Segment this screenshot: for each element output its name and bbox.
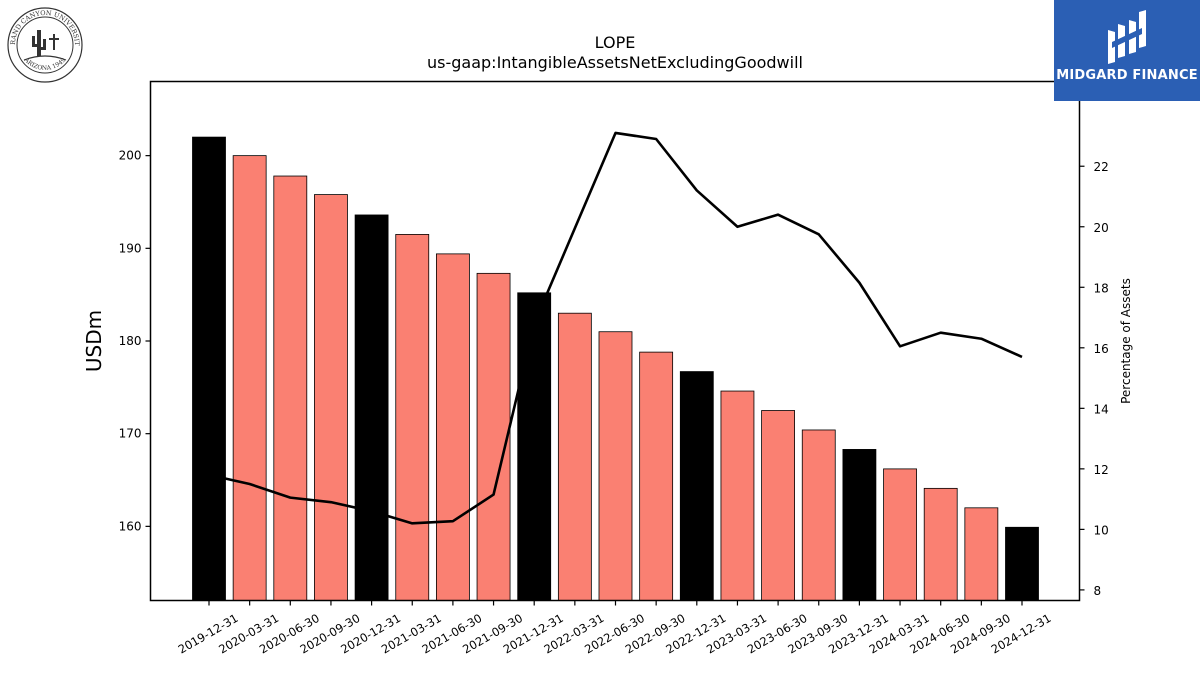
y2-tick-label: 16 (1094, 342, 1109, 356)
plot-frame (149, 80, 1081, 602)
bar-2021-09-30 (476, 272, 511, 601)
y-tick-label: 200 (119, 149, 142, 163)
y-tick-label: 160 (119, 519, 142, 533)
left-axis-ticks: 160 170 180 190 200 (119, 149, 151, 533)
bar-2023-06-30 (761, 410, 795, 601)
line-layer (208, 131, 1023, 525)
y-tick-label: 190 (119, 241, 142, 255)
bar-2021-06-30 (435, 253, 470, 601)
bar-2021-12-31 (517, 292, 552, 601)
y2-tick-label: 10 (1094, 523, 1109, 537)
university-seal-logo: GRAND CANYON UNIVERSITY ARIZONA 1949 (3, 0, 84, 88)
y2-tick-label: 18 (1094, 281, 1109, 295)
right-axis-ticks: 8 10 12 14 16 18 20 22 (1079, 160, 1109, 598)
x-axis-ticks: 2019-12-312020-03-312020-06-302020-09-30… (176, 600, 1054, 657)
bar-2023-09-30 (801, 429, 836, 601)
y2-tick-label: 20 (1094, 221, 1109, 235)
bar-2022-03-31 (557, 312, 592, 601)
y2-axis-label: Percentage of Assets (1119, 278, 1133, 404)
bar-2022-12-31 (679, 371, 714, 601)
bar-2023-12-31 (842, 449, 877, 601)
bar-2022-06-30 (598, 331, 633, 601)
bar-2020-03-31 (232, 155, 267, 601)
y2-tick-label: 12 (1094, 463, 1109, 477)
y2-tick-label: 8 (1094, 584, 1102, 598)
percentage-line (208, 131, 1023, 525)
midgard-mark-icon (1108, 10, 1146, 64)
bar-2019-12-31 (192, 136, 226, 601)
chart-title: LOPE (595, 33, 636, 52)
bars-layer (192, 136, 1039, 601)
midgard-finance-logo: MIDGARD FINANCE (1054, 0, 1200, 101)
bar-2024-03-31 (883, 468, 917, 601)
bar-2022-09-30 (639, 351, 674, 601)
bar-2024-12-31 (1005, 526, 1039, 601)
chart-subtitle: us-gaap:IntangibleAssetsNetExcludingGood… (427, 53, 803, 72)
bar-2020-09-30 (314, 194, 348, 601)
y-axis-label: USDm (82, 310, 106, 372)
bar-2020-06-30 (273, 175, 308, 601)
y-tick-label: 170 (119, 427, 142, 441)
y-tick-label: 180 (119, 334, 142, 348)
bar-2021-03-31 (395, 234, 430, 601)
bar-2024-09-30 (964, 507, 999, 601)
bar-2020-12-31 (354, 214, 389, 601)
y2-tick-label: 22 (1094, 160, 1109, 174)
brand-name: MIDGARD FINANCE (1056, 68, 1198, 83)
bar-2024-06-30 (923, 487, 958, 601)
y2-tick-label: 14 (1094, 402, 1109, 416)
bar-2023-03-31 (720, 390, 755, 601)
